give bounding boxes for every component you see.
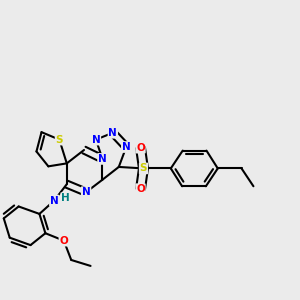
Text: N: N — [109, 128, 117, 138]
Text: S: S — [56, 135, 63, 145]
Text: N: N — [50, 196, 59, 206]
Text: N: N — [92, 135, 100, 145]
Text: N: N — [98, 154, 107, 164]
Text: O: O — [59, 236, 68, 246]
Text: O: O — [136, 142, 145, 153]
Text: H: H — [61, 193, 70, 203]
Text: N: N — [82, 187, 91, 197]
Text: S: S — [140, 164, 147, 173]
Text: O: O — [136, 184, 145, 194]
Text: N: N — [122, 142, 130, 152]
